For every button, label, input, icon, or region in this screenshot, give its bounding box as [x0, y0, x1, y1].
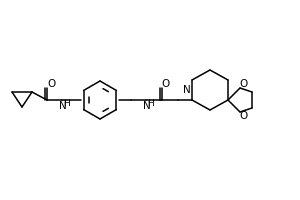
Text: O: O [47, 79, 55, 89]
Text: H: H [64, 98, 70, 108]
Text: N: N [59, 101, 67, 111]
Text: O: O [239, 79, 247, 89]
Text: N: N [143, 101, 151, 111]
Text: H: H [148, 98, 154, 108]
Text: O: O [239, 111, 247, 121]
Text: O: O [162, 79, 170, 89]
Text: N: N [183, 85, 191, 95]
